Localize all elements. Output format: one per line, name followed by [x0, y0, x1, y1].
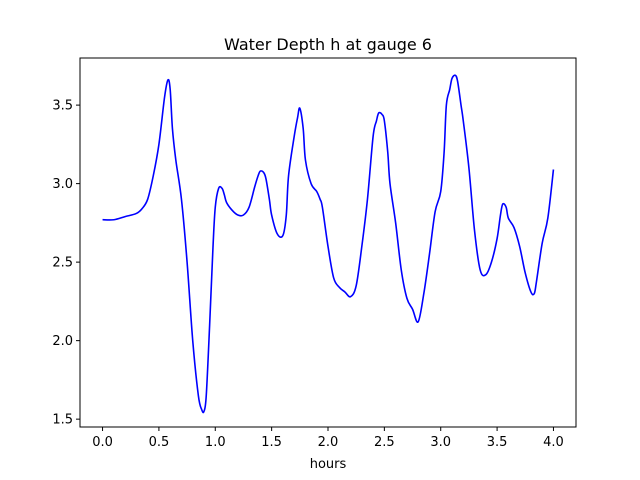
y-tick-label: 2.0	[52, 334, 73, 349]
y-tick-label: 3.5	[52, 99, 73, 114]
y-axis: 1.5 2.0 2.5 3.0 3.5	[52, 99, 80, 428]
x-tick-label: 3.0	[430, 435, 451, 450]
x-tick-label: 1.0	[205, 435, 226, 450]
chart-title: Water Depth h at gauge 6	[224, 35, 432, 54]
y-tick-label: 1.5	[52, 413, 73, 428]
x-tick-label: 2.0	[318, 435, 339, 450]
x-tick-label: 4.0	[543, 435, 564, 450]
x-tick-label: 1.5	[261, 435, 282, 450]
y-tick-label: 3.0	[52, 177, 73, 192]
y-tick-label: 2.5	[52, 256, 73, 271]
x-axis: 0.0 0.5 1.0 1.5 2.0 2.5 3.0 3.5 4.0	[92, 427, 564, 450]
x-axis-label: hours	[310, 457, 347, 472]
x-tick-label: 2.5	[374, 435, 395, 450]
x-tick-label: 0.5	[149, 435, 170, 450]
x-tick-label: 3.5	[487, 435, 508, 450]
x-tick-label: 0.0	[92, 435, 113, 450]
series-line-0	[102, 74, 555, 414]
